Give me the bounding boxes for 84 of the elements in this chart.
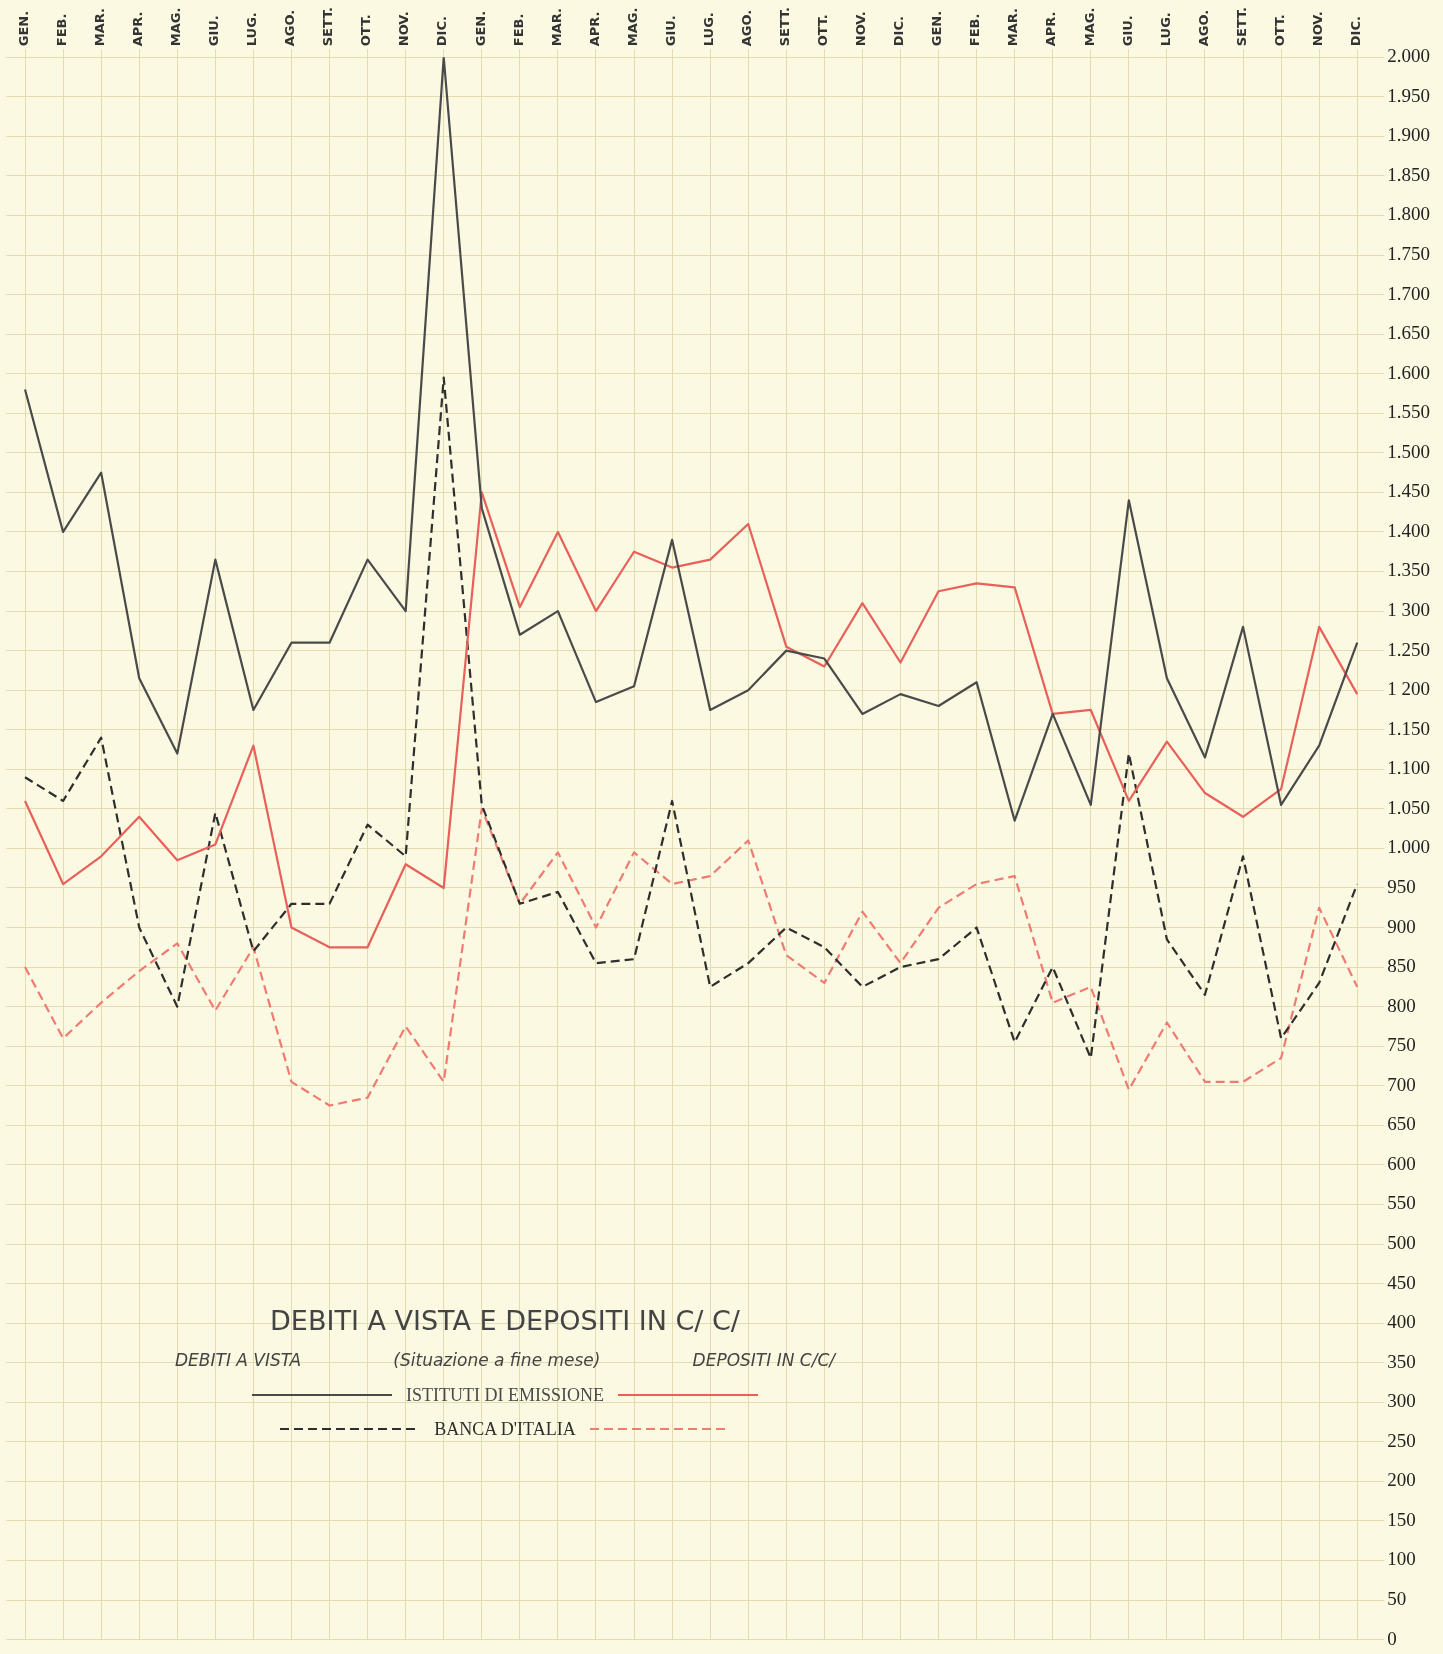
y-tick-label: 400 <box>1387 1311 1416 1333</box>
y-tick-label: 1.100 <box>1387 757 1430 779</box>
y-tick-label: 900 <box>1387 915 1416 937</box>
x-tick-label: LUG. <box>700 12 716 47</box>
y-tick-label: 550 <box>1387 1192 1416 1214</box>
x-tick-label: LUG. <box>1157 12 1173 47</box>
y-tick-label: 1.000 <box>1387 836 1430 858</box>
x-tick-label: GIU. <box>1119 15 1135 47</box>
x-tick-label: GEN. <box>929 10 945 47</box>
x-tick-label: SETT. <box>777 6 793 47</box>
y-tick-label: 1.600 <box>1387 361 1430 383</box>
annotation: DEBITI A VISTA <box>175 1350 302 1370</box>
y-tick-label: 300 <box>1387 1390 1416 1412</box>
x-tick-label: GIU. <box>206 15 222 47</box>
text: DEBITI A VISTA E DEPOSITI IN C/ C/ <box>269 1305 741 1336</box>
y-tick-label: 1.150 <box>1387 717 1430 739</box>
annotation: DEPOSITI IN C/C/ <box>692 1350 835 1370</box>
x-tick-label: MAG. <box>1081 7 1097 47</box>
y-tick-label: 1.900 <box>1387 124 1430 146</box>
y-tick-label: 1.350 <box>1387 559 1430 581</box>
y-tick-label: 350 <box>1387 1350 1416 1372</box>
y-tick-label: 1 300 <box>1387 599 1430 621</box>
y-tick-label: 1 200 <box>1387 678 1430 700</box>
y-tick-label: 850 <box>1387 955 1416 977</box>
x-tick-label: AGO. <box>1195 9 1211 47</box>
y-tick-label: 150 <box>1387 1508 1416 1530</box>
x-tick-label: OTT. <box>815 14 831 47</box>
y-tick-label: 250 <box>1387 1429 1416 1451</box>
y-tick-label: 1.500 <box>1387 440 1430 462</box>
x-tick-label: MAR. <box>548 8 564 47</box>
y-tick-label: 200 <box>1387 1469 1416 1491</box>
y-tick-label: 950 <box>1387 875 1416 897</box>
x-tick-label: NOV. <box>853 11 869 47</box>
y-tick-label: 1.750 <box>1387 243 1430 265</box>
annotation: (Situazione a fine mese) <box>393 1350 601 1370</box>
y-tick-label: 700 <box>1387 1073 1416 1095</box>
x-tick-label: GEN. <box>15 10 31 47</box>
y-tick-label: 1.550 <box>1387 401 1430 423</box>
y-tick-label: 800 <box>1387 994 1416 1016</box>
y-tick-label: 100 <box>1387 1548 1416 1570</box>
x-tick-label: FEB. <box>53 13 69 47</box>
y-tick-label: 1.650 <box>1387 322 1430 344</box>
line-series <box>23 807 1359 1107</box>
y-tick-label: 0 <box>1387 1627 1397 1649</box>
x-tick-label: OTT. <box>358 14 374 47</box>
y-tick-label: 1.850 <box>1387 163 1430 185</box>
x-tick-label: DIC. <box>891 16 907 47</box>
y-tick-label: 50 <box>1387 1588 1407 1610</box>
y-tick-label: 1.400 <box>1387 519 1430 541</box>
y-tick-label: 500 <box>1387 1231 1416 1253</box>
y-tick-label: 650 <box>1387 1113 1416 1135</box>
x-tick-label: NOV. <box>1309 11 1325 47</box>
x-tick-label: FEB. <box>967 13 983 47</box>
text: BANCA D'ITALIA <box>434 1418 576 1440</box>
y-tick-label: 1.700 <box>1387 282 1430 304</box>
y-tick-label: 750 <box>1387 1034 1416 1056</box>
x-tick-label: GEN. <box>472 10 488 47</box>
x-tick-label: FEB. <box>510 13 526 47</box>
x-tick-label: NOV. <box>396 11 412 47</box>
x-tick-label: GIU. <box>662 15 678 47</box>
x-tick-label: MAR. <box>1005 8 1021 47</box>
x-tick-label: APR. <box>586 11 602 47</box>
x-tick-label: APR. <box>1043 11 1059 47</box>
x-tick-label: DIC. <box>434 16 450 47</box>
x-tick-label: SETT. <box>1233 6 1249 47</box>
x-tick-label: LUG. <box>244 12 260 47</box>
x-tick-label: AGO. <box>282 9 298 47</box>
y-tick-label: 1.250 <box>1387 638 1430 660</box>
y-tick-label: 1.800 <box>1387 203 1430 225</box>
y-tick-label: 1.450 <box>1387 480 1430 502</box>
y-tick-label: 450 <box>1387 1271 1416 1293</box>
y-tick-label: 1.050 <box>1387 796 1430 818</box>
x-tick-label: OTT. <box>1271 14 1287 47</box>
x-tick-label: APR. <box>129 11 145 47</box>
x-tick-label: MAG. <box>624 7 640 47</box>
y-tick-label: 2.000 <box>1387 45 1430 67</box>
x-tick-label: MAG. <box>168 7 184 47</box>
x-tick-label: MAR. <box>91 8 107 47</box>
x-tick-label: DIC. <box>1347 16 1363 47</box>
y-tick-label: 600 <box>1387 1152 1416 1174</box>
x-tick-label: AGO. <box>738 9 754 47</box>
x-tick-label: SETT. <box>320 6 336 47</box>
y-tick-label: 1.950 <box>1387 84 1430 106</box>
text: ISTITUTI DI EMISSIONE <box>406 1384 604 1406</box>
